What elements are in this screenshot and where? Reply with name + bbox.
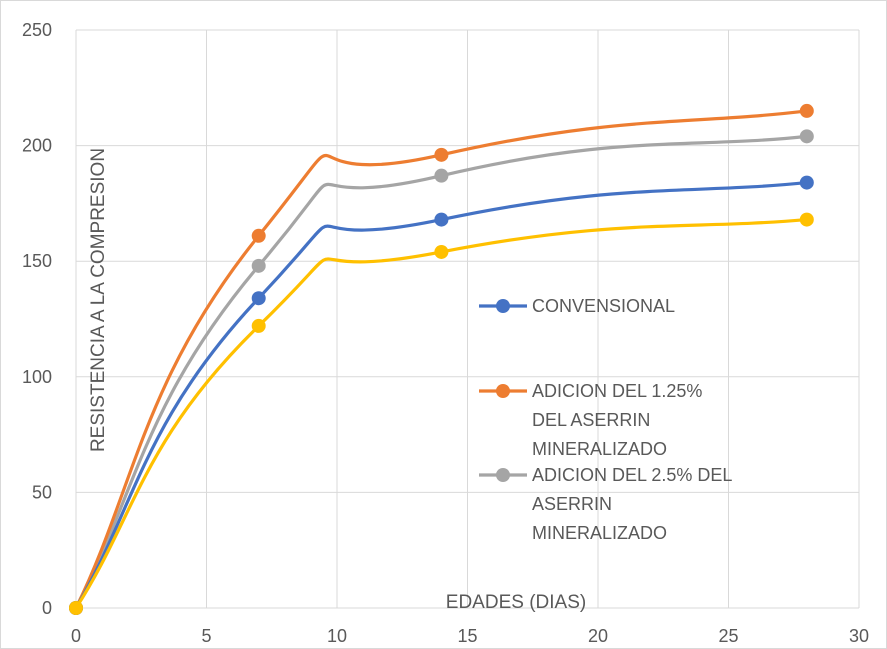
series-marker-2 xyxy=(251,258,266,273)
x-axis-title: EDADES (DIAS) xyxy=(446,592,586,613)
series-marker-1 xyxy=(799,103,814,118)
series-line-0 xyxy=(74,180,809,610)
legend-label-1: ADICION DEL 1.25% xyxy=(532,381,702,401)
x-tick-label: 10 xyxy=(327,626,347,646)
gridlines xyxy=(75,29,860,609)
axes: 0 5 10 15 20 25 30 0 50 100 150 200 250 xyxy=(22,20,869,646)
x-tick-label: 20 xyxy=(588,626,608,646)
series-marker-3 xyxy=(69,601,83,615)
series-marker-0 xyxy=(434,212,449,227)
x-tick-label: 0 xyxy=(71,626,81,646)
y-tick-label: 50 xyxy=(32,482,52,502)
legend-label-1: DEL ASERRIN xyxy=(532,410,650,430)
y-tick-label: 200 xyxy=(22,136,52,156)
series-marker-2 xyxy=(434,168,449,183)
legend: CONVENSIONAL ADICION DEL 1.25% DEL ASERRIN… xyxy=(479,296,732,543)
series-marker-1 xyxy=(251,228,266,243)
x-tick-label: 5 xyxy=(201,626,211,646)
legend-label-2: ASERRIN xyxy=(532,494,612,514)
series-line-2 xyxy=(74,134,809,610)
series-line-1 xyxy=(74,109,809,610)
legend-label-2: MINERALIZADO xyxy=(532,523,667,543)
series-line-3 xyxy=(74,217,809,610)
x-tick-label: 15 xyxy=(457,626,477,646)
y-axis-title: RESISTENCIA A LA COMPRESION xyxy=(88,148,109,452)
y-tick-label: 0 xyxy=(42,598,52,618)
series-marker-0 xyxy=(251,291,266,306)
legend-marker-2 xyxy=(496,468,510,482)
series-marker-3 xyxy=(799,212,814,227)
legend-marker-0 xyxy=(496,299,510,313)
series-marker-0 xyxy=(799,175,814,190)
y-tick-label: 150 xyxy=(22,251,52,271)
data-series xyxy=(69,103,814,615)
legend-label-2: ADICION DEL 2.5% DEL xyxy=(532,465,732,485)
series-marker-2 xyxy=(799,129,814,144)
legend-marker-1 xyxy=(496,384,510,398)
y-tick-label: 250 xyxy=(22,20,52,40)
y-tick-label: 100 xyxy=(22,367,52,387)
series-marker-3 xyxy=(434,244,449,259)
legend-label-1: MINERALIZADO xyxy=(532,439,667,459)
x-tick-label: 30 xyxy=(849,626,869,646)
x-tick-label: 25 xyxy=(718,626,738,646)
legend-label-0: CONVENSIONAL xyxy=(532,296,675,316)
series-marker-3 xyxy=(251,318,266,333)
series-marker-1 xyxy=(434,147,449,162)
